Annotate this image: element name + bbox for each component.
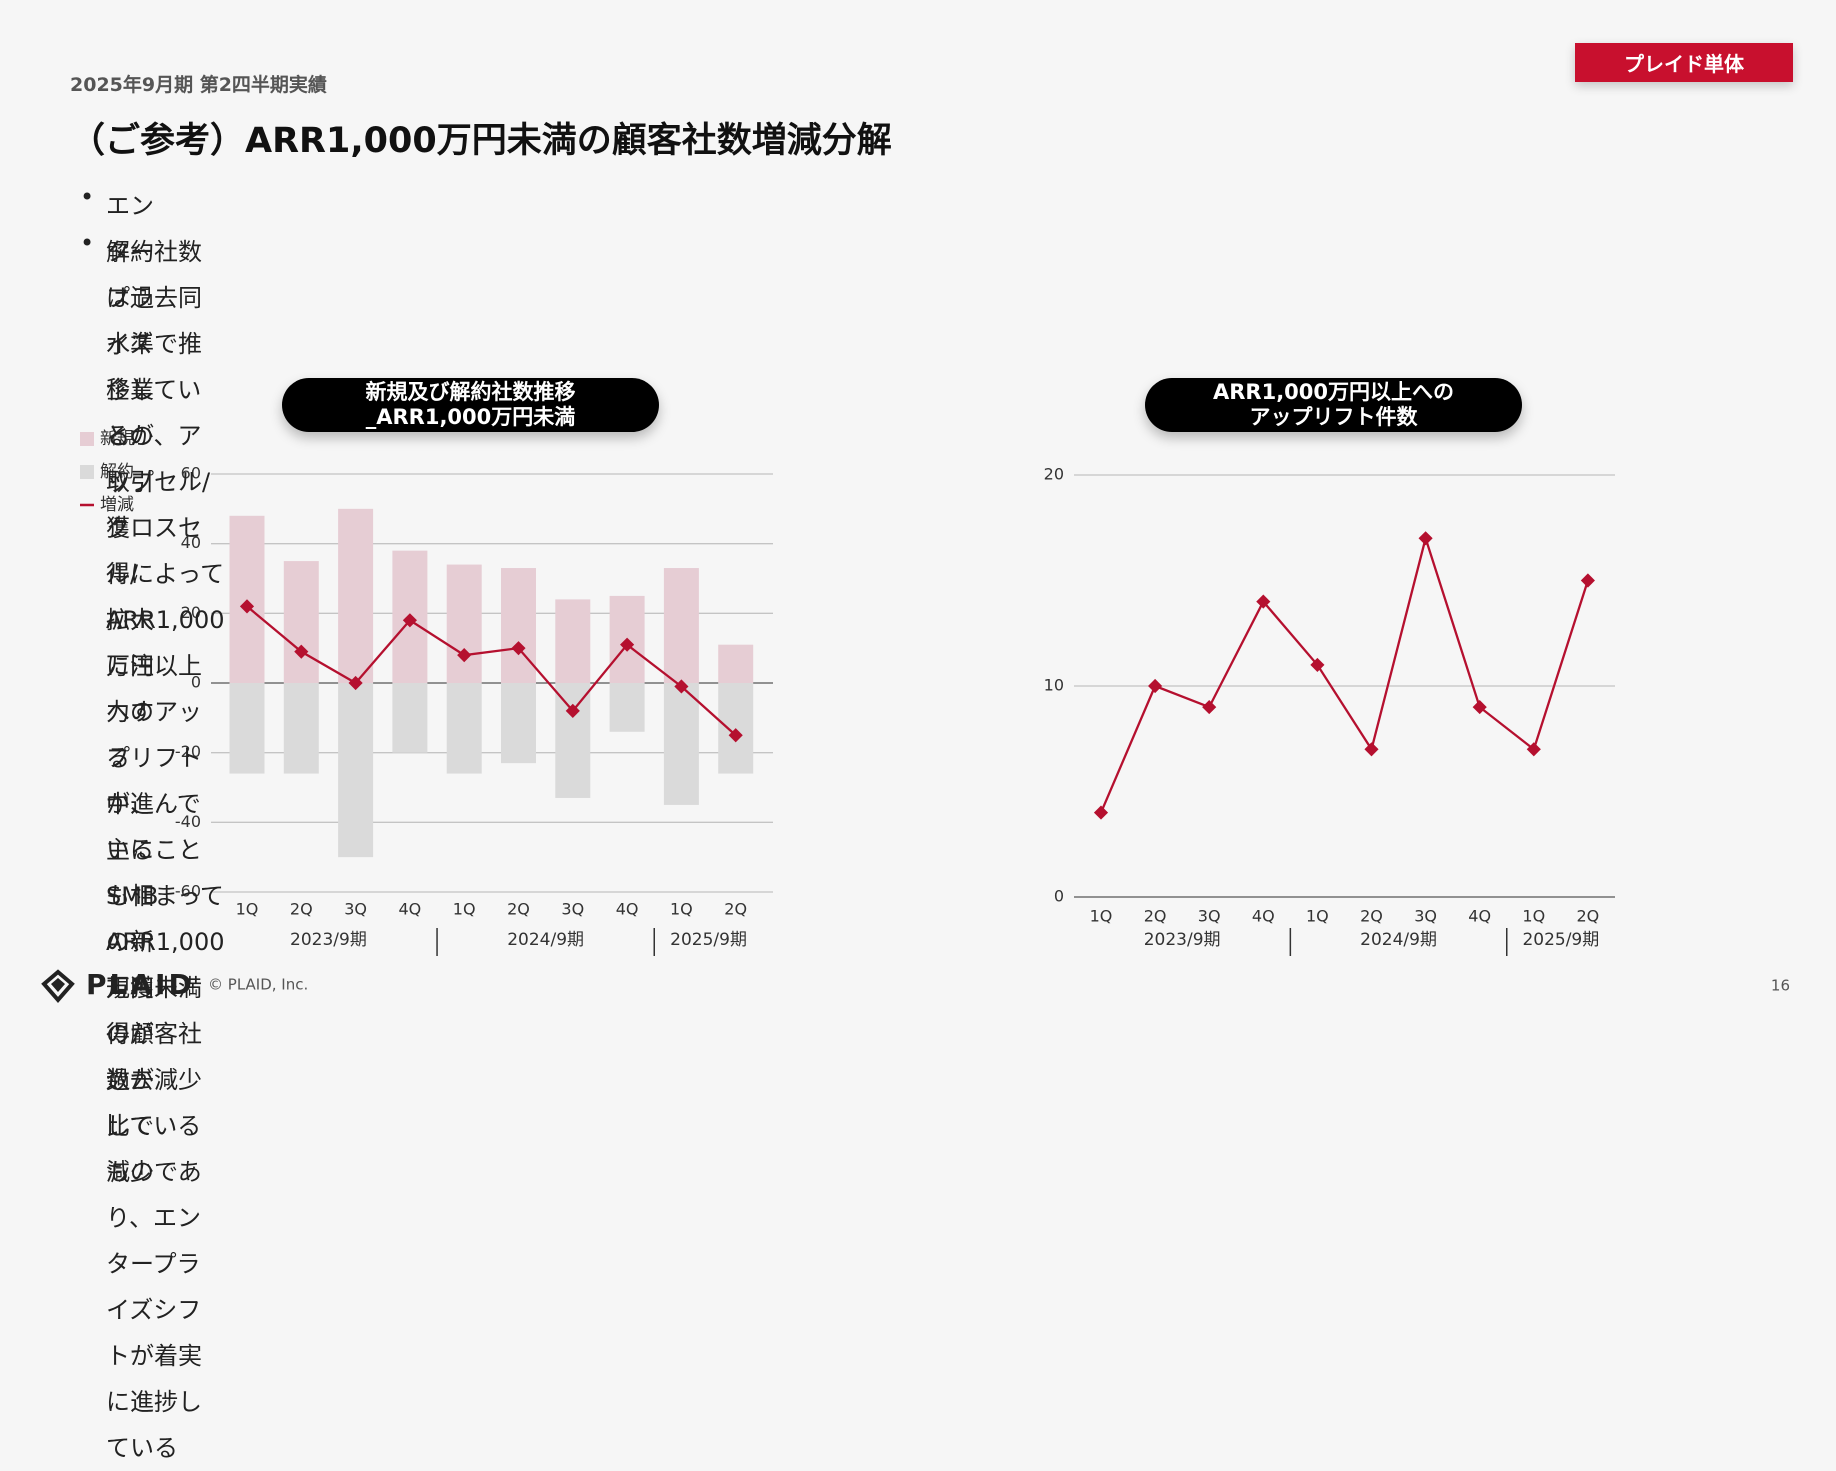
point — [1310, 657, 1325, 672]
y-tick-label: 60 — [181, 464, 201, 483]
x-tick-label: 4Q — [616, 900, 639, 919]
point — [1202, 700, 1217, 715]
point — [1526, 742, 1541, 757]
x-tick-label: 1Q — [1306, 907, 1329, 926]
bar — [229, 683, 265, 774]
line — [246, 605, 737, 737]
x-tick-label: 3Q — [1414, 907, 1437, 926]
slide: PLAID © PLAID, Inc. 16 -60 -40 -20 0 20 40 60 1… — [0, 0, 1836, 1029]
page-number: 16 — [1771, 977, 1790, 995]
y-tick-label: 20 — [1044, 465, 1064, 484]
point — [1472, 700, 1487, 715]
point — [457, 648, 472, 663]
bar — [555, 683, 591, 798]
line — [1099, 534, 1589, 814]
title: （ご参考）ARR1,000万円未満の顧客社数増減分解 — [70, 121, 892, 161]
bar — [338, 508, 374, 683]
point — [728, 728, 743, 743]
legend-label: 解約 — [100, 462, 134, 482]
x-tick-label: 2Q — [1144, 907, 1167, 926]
bar — [663, 568, 699, 683]
y-tick-label: -40 — [175, 812, 201, 831]
bar — [501, 568, 536, 683]
bar — [392, 683, 428, 753]
x-tick-label: 2Q — [507, 900, 530, 919]
bar — [663, 683, 699, 805]
point — [1148, 678, 1163, 694]
point — [402, 613, 417, 628]
legend-label: 新規 — [100, 429, 134, 449]
point — [1418, 531, 1433, 546]
x-tick-label: 4Q — [399, 900, 422, 919]
legend-label: 増減 — [100, 495, 134, 515]
x-tick-label: 1Q — [236, 900, 259, 919]
bar — [283, 561, 319, 683]
y-tick-label: 10 — [1044, 676, 1064, 695]
x-tick-label: 2Q — [724, 900, 747, 919]
x-tick-label: 4Q — [1252, 907, 1275, 926]
y-tick-label: 0 — [1054, 887, 1064, 906]
x-group-label: 2024/9期 — [507, 930, 584, 950]
bar — [555, 599, 591, 683]
x-group-label: 2023/9期 — [1144, 930, 1221, 950]
legend-swatch — [80, 432, 94, 446]
x-tick-label: 2Q — [290, 900, 313, 919]
point — [239, 599, 255, 614]
x-tick-label: 3Q — [561, 900, 584, 919]
legend-swatch — [80, 465, 94, 479]
bar — [609, 683, 645, 732]
bar — [718, 644, 754, 683]
bullet-text: 解約社数は過去同水準で推移しているが、アップセル/クロスセルによってARR1,0… — [106, 238, 225, 1462]
copyright: © PLAID, Inc. — [208, 976, 308, 994]
point — [348, 675, 363, 691]
x-tick-label: 1Q — [453, 900, 476, 919]
x-group-label: 2023/9期 — [290, 930, 367, 950]
bar — [446, 564, 482, 683]
point — [1256, 594, 1271, 609]
x-tick-label: 1Q — [1090, 907, 1113, 926]
point — [1093, 805, 1109, 820]
y-tick-label: 40 — [181, 533, 201, 552]
x-tick-label: 3Q — [344, 900, 367, 919]
x-group-label: 2025/9期 — [670, 930, 747, 950]
x-tick-label: 4Q — [1468, 907, 1491, 926]
x-group-label: 2025/9期 — [1522, 930, 1599, 950]
logo-text: PLAID — [86, 968, 195, 1001]
y-tick-label: -20 — [175, 742, 201, 761]
logo-mark — [41, 969, 75, 1004]
y-tick-label: -60 — [175, 882, 201, 901]
badge: プレイド単体 — [1575, 43, 1793, 82]
x-tick-label: 2Q — [1577, 907, 1600, 926]
chart-title: 新規及び解約社数推移 _ARR1,000万円未満 — [282, 378, 659, 432]
subtitle: 2025年9月期 第2四半期実績 — [70, 74, 327, 96]
y-tick-label: 20 — [181, 603, 201, 622]
point — [674, 679, 689, 694]
point — [1580, 573, 1595, 588]
point — [565, 703, 580, 718]
bar — [283, 683, 319, 774]
y-tick-label: 0 — [191, 673, 201, 692]
point — [1364, 742, 1379, 757]
bar — [446, 683, 482, 774]
x-tick-label: 1Q — [670, 900, 693, 919]
point — [294, 644, 309, 659]
point — [511, 641, 526, 656]
x-tick-label: 1Q — [1522, 907, 1545, 926]
bar — [338, 683, 374, 858]
bar — [501, 683, 536, 764]
x-group-label: 2024/9期 — [1360, 930, 1437, 950]
chart-canvas: PLAID © PLAID, Inc. 16 -60 -40 -20 0 20 40 60 1… — [41, 429, 1790, 1004]
x-tick-label: 3Q — [1198, 907, 1221, 926]
x-tick-label: 2Q — [1360, 907, 1383, 926]
chart-title: ARR1,000万円以上への アップリフト件数 — [1145, 378, 1522, 432]
point — [620, 637, 635, 652]
